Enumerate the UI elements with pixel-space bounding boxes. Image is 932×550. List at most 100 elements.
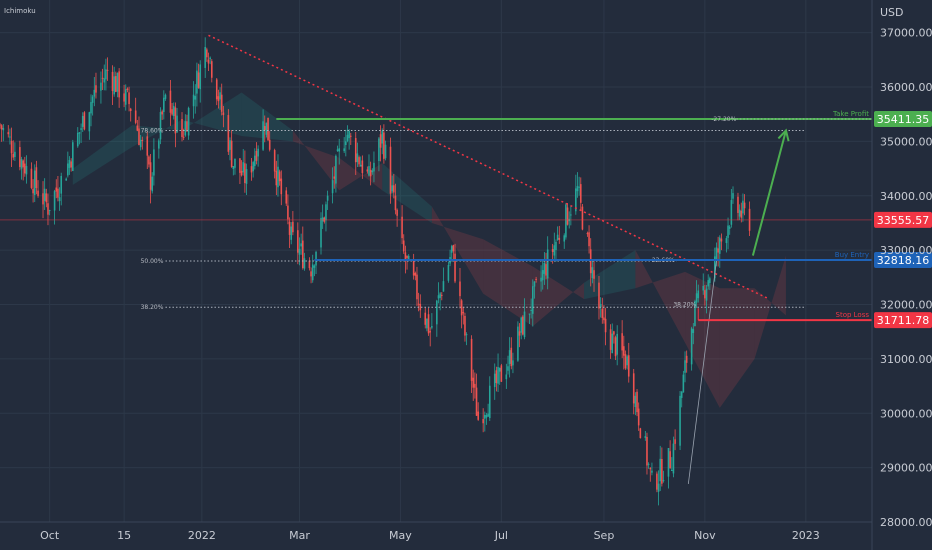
candle-body xyxy=(695,293,698,303)
candle-body xyxy=(748,208,751,231)
candle-body xyxy=(381,130,384,144)
candle-body xyxy=(431,326,433,328)
candle-body xyxy=(464,315,466,336)
candle-body xyxy=(637,408,640,426)
candle-body xyxy=(727,225,729,238)
candle-body xyxy=(290,226,293,240)
candle-body xyxy=(601,308,604,318)
candle-body xyxy=(229,140,231,150)
candle-body xyxy=(670,469,673,471)
candle-body xyxy=(661,458,663,484)
cloud-segment xyxy=(72,125,133,185)
candle-body xyxy=(219,92,221,100)
y-tick-label: 29000.00 xyxy=(880,462,932,475)
current-price-tag: 33555.57 xyxy=(874,211,932,228)
candle-body xyxy=(303,258,306,269)
candle-body xyxy=(126,88,129,90)
candle-body xyxy=(702,285,705,291)
cloud-segment xyxy=(182,92,242,136)
candle-body xyxy=(740,210,743,218)
candle-body xyxy=(345,141,347,145)
candle-body xyxy=(725,238,728,243)
candle-body xyxy=(546,249,549,279)
candle-body xyxy=(603,317,605,321)
candle-body xyxy=(220,94,223,112)
x-tick-label: 15 xyxy=(117,529,131,542)
candle-body xyxy=(338,148,341,152)
candle-body xyxy=(396,209,398,216)
candle-body xyxy=(326,195,329,201)
candle-body xyxy=(621,333,623,351)
candle-body xyxy=(404,252,407,261)
candle-body xyxy=(623,346,625,356)
price-tag-bg xyxy=(874,111,932,128)
candle-body xyxy=(20,159,23,169)
candle-body xyxy=(383,132,385,159)
candle-body xyxy=(419,303,422,311)
candle-body xyxy=(535,278,537,280)
candle-body xyxy=(651,470,653,473)
candle-body xyxy=(498,367,501,372)
candle-body xyxy=(146,136,149,156)
candle-body xyxy=(728,226,731,229)
candle-body xyxy=(47,203,49,215)
candle-body xyxy=(647,463,650,465)
candle-body xyxy=(709,278,711,284)
candle-body xyxy=(523,311,526,338)
candle-body xyxy=(488,385,491,419)
fib-label-right: 38.20% xyxy=(673,302,696,309)
candle-body xyxy=(531,286,534,314)
candle-body xyxy=(297,230,299,253)
y-tick-label: 33000.00 xyxy=(880,244,932,257)
candle-body xyxy=(171,109,173,115)
candle-body xyxy=(356,153,359,163)
candle-body xyxy=(273,150,276,172)
candle-body xyxy=(88,112,91,132)
candle-body xyxy=(32,188,34,194)
candle-body xyxy=(95,85,97,93)
candle-body xyxy=(263,126,266,130)
candle-body xyxy=(265,122,268,135)
candle-body xyxy=(105,69,107,80)
candle-body xyxy=(103,78,106,83)
candle-body xyxy=(474,383,476,388)
candle-body xyxy=(210,61,213,78)
candle-body xyxy=(484,414,486,419)
candle-body xyxy=(242,162,245,173)
candle-body xyxy=(129,108,132,112)
candle-body xyxy=(184,121,187,136)
candle-body xyxy=(505,374,508,380)
candle-body xyxy=(427,314,430,334)
candle-body xyxy=(682,374,685,393)
candle-body xyxy=(575,188,577,212)
candle-body xyxy=(454,253,456,282)
candle-body xyxy=(472,377,475,388)
candle-body xyxy=(613,331,615,335)
candle-body xyxy=(93,89,96,97)
candle-body xyxy=(649,467,652,470)
price-tag-bg xyxy=(874,312,932,329)
candle-body xyxy=(507,366,509,371)
candle-body xyxy=(234,158,236,168)
candle-body xyxy=(257,148,259,157)
candle-body xyxy=(551,249,554,252)
candle-body xyxy=(588,232,590,247)
candle-body xyxy=(743,202,746,209)
candle-body xyxy=(209,57,211,60)
candle-body xyxy=(141,139,144,141)
candle-body xyxy=(581,206,584,230)
candle-body xyxy=(215,79,218,100)
candle-body xyxy=(68,160,71,168)
price-tag-text: 33555.57 xyxy=(877,214,930,227)
candle-body xyxy=(310,271,312,277)
candle-body xyxy=(255,150,258,161)
cloud-segment xyxy=(754,255,786,359)
candle-body xyxy=(401,216,403,239)
candle-body xyxy=(12,153,15,158)
candle-body xyxy=(176,115,178,133)
candle-body xyxy=(565,204,567,238)
candle-body xyxy=(394,195,397,211)
candle-body xyxy=(730,200,733,225)
candle-body xyxy=(169,90,172,113)
